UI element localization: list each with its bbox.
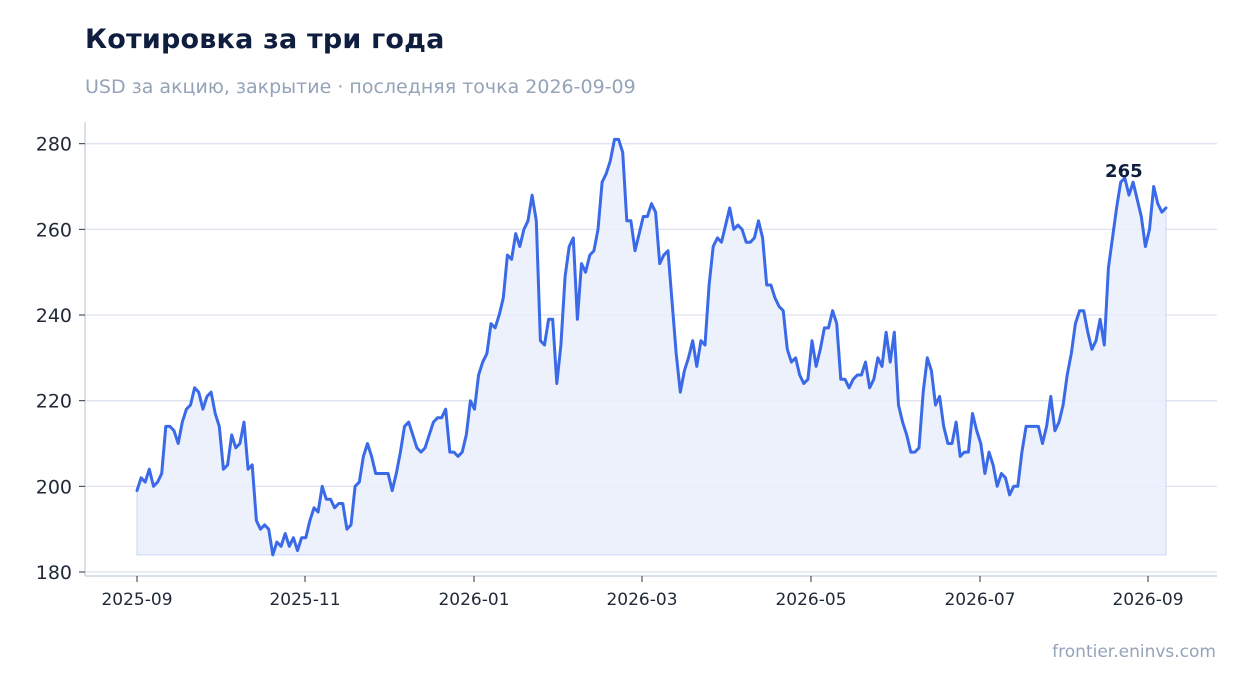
x-tick-label: 2026-01 [438, 590, 509, 610]
chart-title: Котировка за три года [85, 24, 445, 55]
y-tick-label: 240 [36, 305, 72, 327]
source-watermark: frontier.eninvs.com [1052, 642, 1216, 662]
x-tick-label: 2026-05 [775, 590, 846, 610]
y-tick-label: 220 [36, 391, 72, 413]
price-line [135, 137, 1168, 557]
x-tick-label: 2026-09 [1112, 590, 1183, 610]
y-tick-label: 260 [36, 219, 72, 241]
y-tick-label: 280 [36, 134, 72, 156]
x-tick-label: 2026-03 [606, 590, 677, 610]
x-tick-label: 2026-07 [944, 590, 1015, 610]
x-tick-label: 2025-11 [269, 590, 340, 610]
x-tick-label: 2025-09 [101, 590, 172, 610]
x-axis-ticks: 2025-09 2025-11 2026-01 2026-03 2026-05 2026-… [101, 576, 1184, 610]
y-tick-label: 200 [36, 476, 72, 498]
last-value-label: 265 [1105, 161, 1143, 182]
y-tick-label: 180 [36, 562, 72, 584]
y-axis-ticks: 180 200 220 240 260 280 [36, 134, 85, 584]
chart-subtitle: USD за акцию, закрытие · последняя точка… [85, 76, 636, 98]
